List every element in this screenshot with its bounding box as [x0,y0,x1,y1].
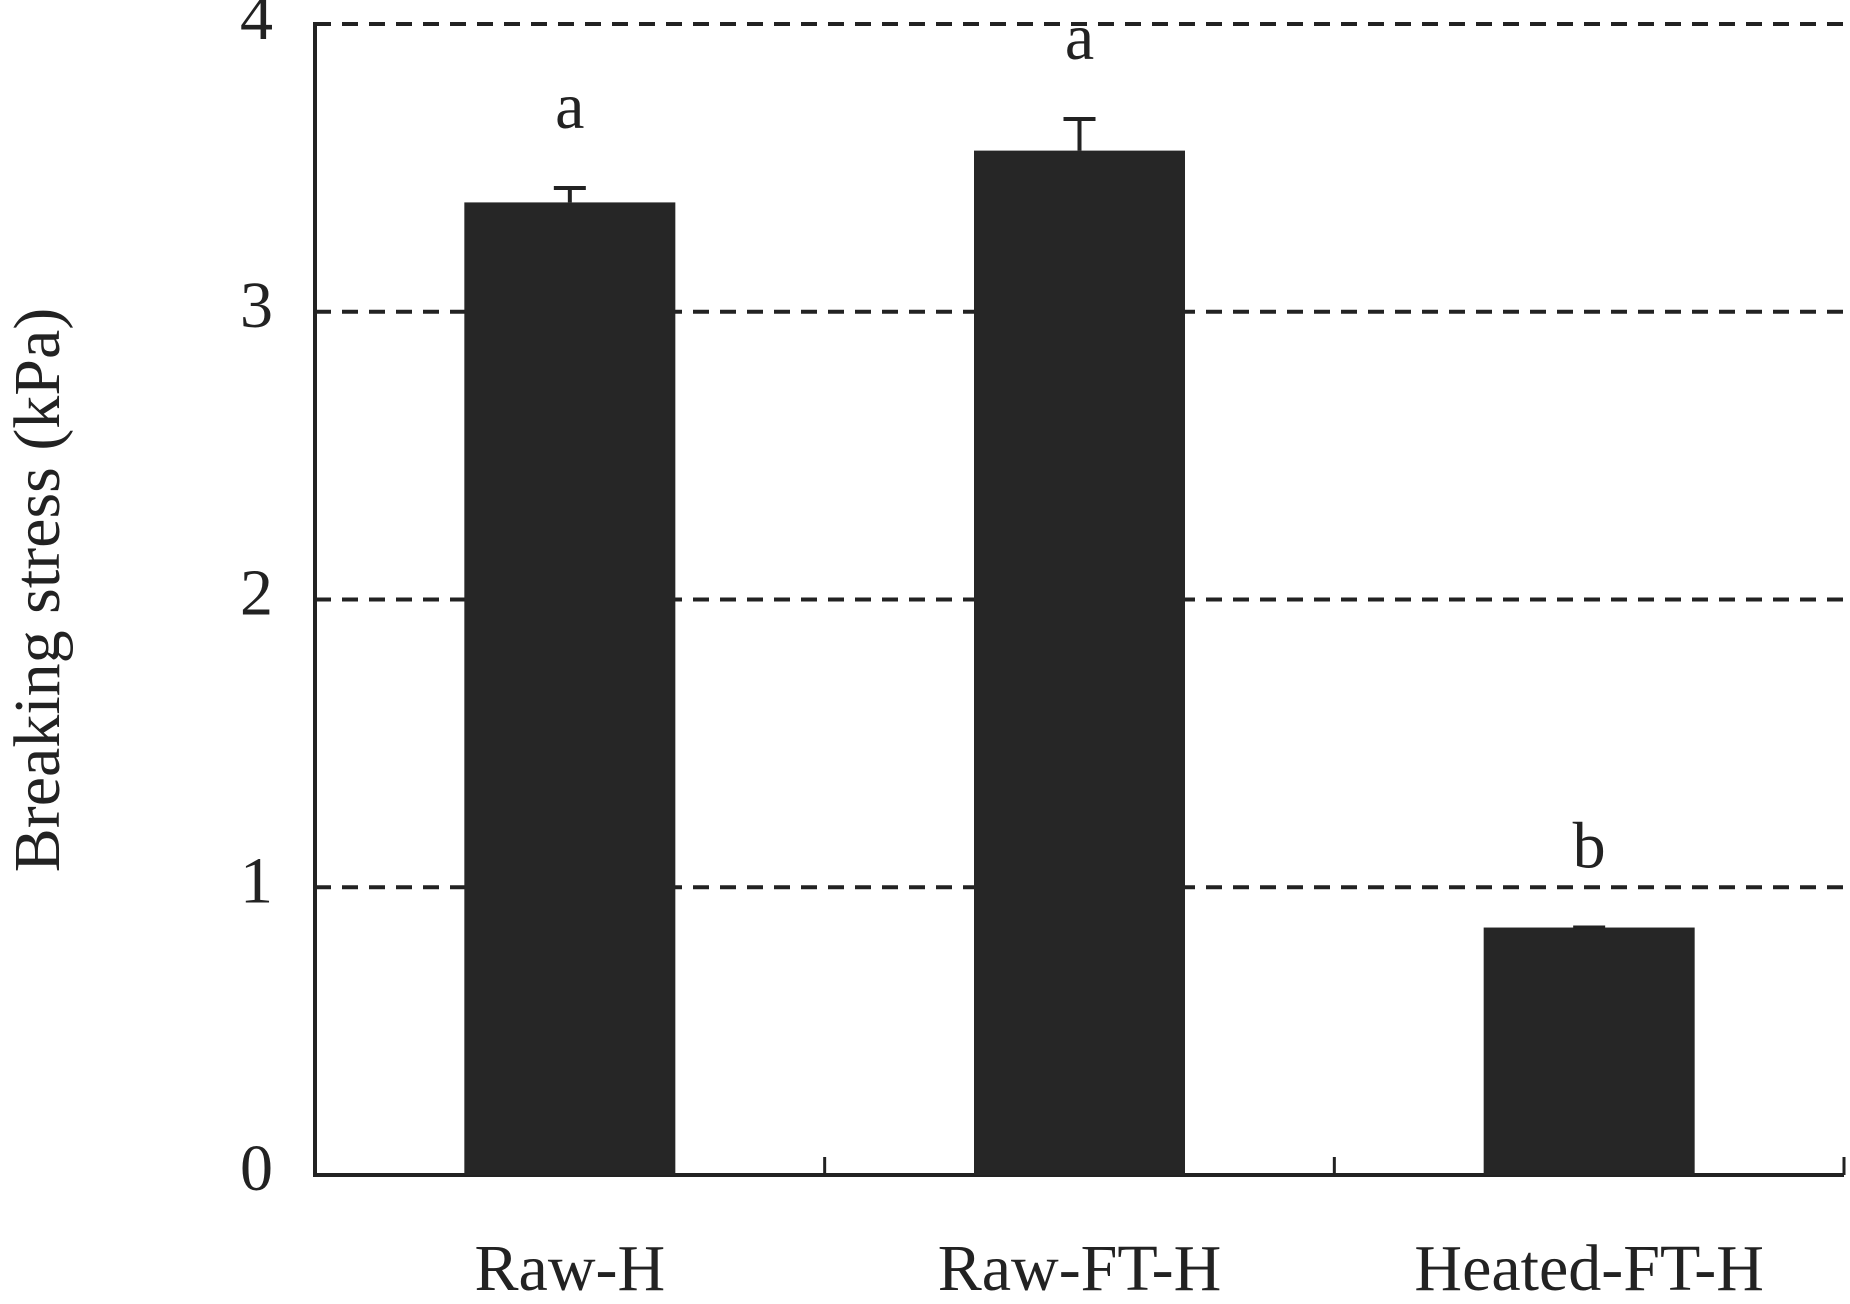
y-tick-label: 2 [240,557,273,630]
x-tick-label: Raw-H [475,1232,666,1304]
annotation: a [1065,1,1094,74]
bar [464,202,676,1175]
annotation: a [555,70,584,143]
y-tick-label: 0 [240,1132,273,1205]
y-tick-label: 1 [240,844,273,917]
bar [1483,927,1695,1175]
error-bar [553,186,586,203]
x-tick-label: Heated-FT-H [1414,1232,1763,1304]
error-bar [1063,116,1096,151]
y-tick-label: 4 [240,0,273,54]
x-tick-label: Raw-FT-H [938,1232,1222,1304]
y-tick-label: 3 [240,269,273,342]
y-axis-label: Breaking stress (kPa) [1,308,74,873]
bar [973,150,1186,1176]
annotation: b [1573,810,1606,883]
